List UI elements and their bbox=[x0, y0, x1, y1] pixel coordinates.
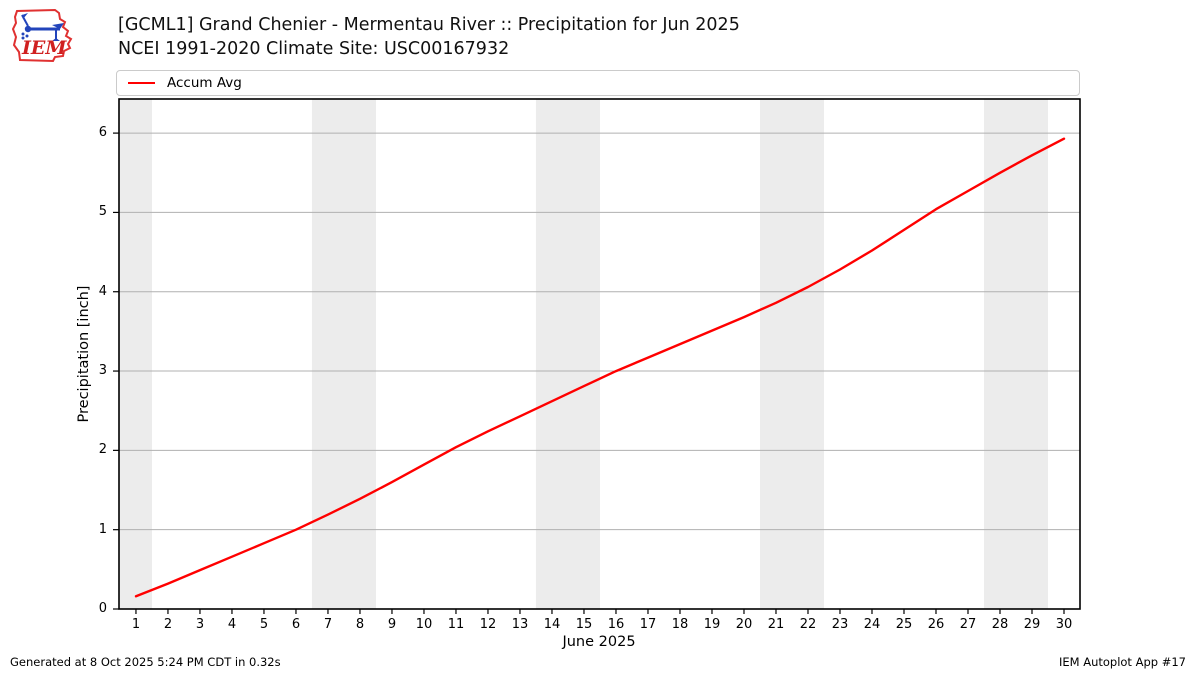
plot-area bbox=[113, 98, 1081, 614]
x-tick-label: 4 bbox=[227, 617, 237, 632]
x-tick-label: 3 bbox=[195, 617, 205, 632]
legend-line-swatch bbox=[128, 81, 155, 85]
x-tick-label: 17 bbox=[639, 617, 657, 632]
x-tick-label: 12 bbox=[479, 617, 497, 632]
x-tick-label: 9 bbox=[387, 617, 397, 632]
x-tick-label: 14 bbox=[543, 617, 561, 632]
x-tick-label: 20 bbox=[735, 617, 753, 632]
chart-subtitle: NCEI 1991-2020 Climate Site: USC00167932 bbox=[118, 39, 510, 59]
x-tick-label: 25 bbox=[895, 617, 913, 632]
accum-avg-line bbox=[134, 137, 1066, 598]
x-tick-label: 13 bbox=[511, 617, 529, 632]
footer-generated-text: Generated at 8 Oct 2025 5:24 PM CDT in 0… bbox=[10, 655, 281, 669]
x-tick-label: 7 bbox=[323, 617, 333, 632]
y-tick-label: 6 bbox=[98, 125, 107, 141]
x-tick-label: 29 bbox=[1023, 617, 1041, 632]
y-tick-label: 3 bbox=[98, 363, 107, 379]
x-tick-label: 24 bbox=[863, 617, 881, 632]
weekend-band bbox=[535, 99, 600, 609]
x-tick-label: 22 bbox=[799, 617, 817, 632]
x-tick-label: 27 bbox=[959, 617, 977, 632]
x-tick-label: 10 bbox=[415, 617, 433, 632]
title-block: [GCML1] Grand Chenier - Mermentau River … bbox=[118, 13, 740, 61]
legend-label: Accum Avg bbox=[167, 75, 242, 91]
x-tick-label: 26 bbox=[927, 617, 945, 632]
weekend-band bbox=[983, 99, 1048, 609]
y-axis-label: Precipitation [inch] bbox=[76, 285, 92, 423]
x-tick-label: 1 bbox=[131, 617, 141, 632]
chart-title: [GCML1] Grand Chenier - Mermentau River … bbox=[118, 15, 740, 35]
legend: Accum Avg bbox=[116, 70, 1080, 96]
y-tick-label: 1 bbox=[98, 521, 107, 537]
y-tick-label: 0 bbox=[98, 601, 107, 616]
weekend-band bbox=[311, 99, 376, 609]
x-tick-label: 23 bbox=[831, 617, 849, 632]
x-tick-label: 28 bbox=[991, 617, 1009, 632]
iem-logo-text: IEM bbox=[21, 37, 67, 59]
weekend-band bbox=[759, 99, 824, 609]
x-axis-label: June 2025 bbox=[562, 634, 636, 650]
x-tick-label: 21 bbox=[767, 617, 785, 632]
plot-border bbox=[118, 98, 1081, 610]
weekend-band bbox=[119, 99, 152, 609]
x-tick-label: 30 bbox=[1055, 617, 1073, 632]
y-tick-label: 2 bbox=[98, 442, 107, 458]
iem-logo: IEM bbox=[11, 8, 73, 63]
y-tick-label: 4 bbox=[98, 283, 107, 299]
iowa-outline-icon bbox=[11, 8, 73, 63]
x-tick-label: 5 bbox=[259, 617, 269, 632]
x-tick-label: 16 bbox=[607, 617, 625, 632]
x-tick-label: 18 bbox=[671, 617, 689, 632]
footer-app-text: IEM Autoplot App #17 bbox=[1058, 655, 1186, 669]
y-tick-label: 5 bbox=[98, 204, 107, 220]
x-tick-label: 8 bbox=[355, 617, 365, 632]
x-tick-label: 6 bbox=[291, 617, 301, 632]
x-tick-label: 15 bbox=[575, 617, 593, 632]
weather-vane-icon bbox=[21, 13, 64, 41]
x-tick-label: 2 bbox=[163, 617, 173, 632]
x-tick-label: 19 bbox=[703, 617, 721, 632]
x-tick-label: 11 bbox=[447, 617, 465, 632]
